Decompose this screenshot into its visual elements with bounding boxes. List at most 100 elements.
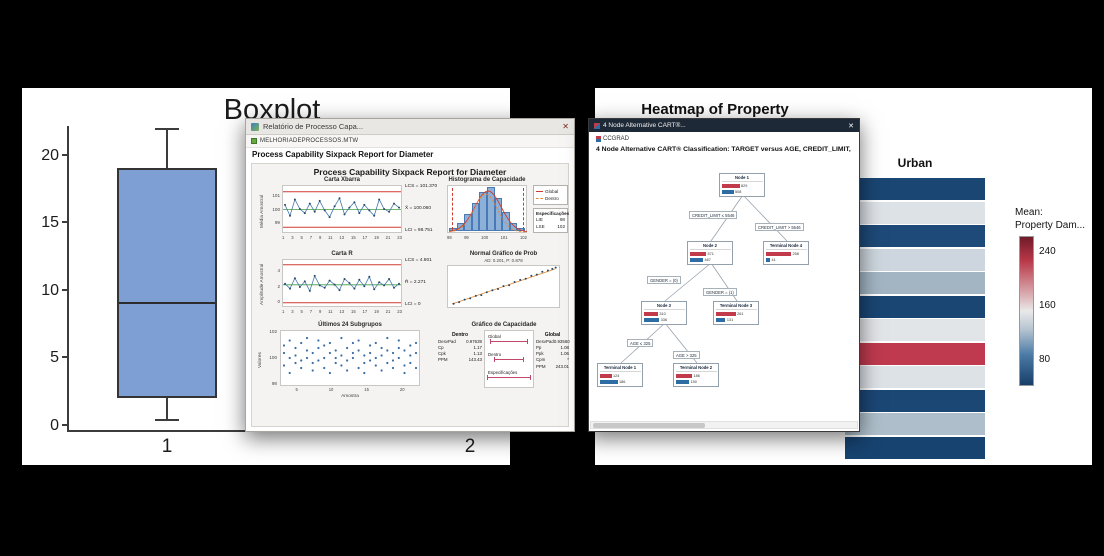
- xbar-series: [283, 191, 401, 228]
- tree-node-bar-value: 829: [741, 183, 748, 188]
- color-scale-gradient: [1019, 236, 1034, 386]
- stat-name: Cp: [438, 345, 444, 351]
- tree-node-header: Terminal Node 3: [715, 303, 757, 310]
- ucl-label: LCS = 4.801: [405, 258, 432, 263]
- prob-plot-title: Normal Gráfico de Prob: [469, 251, 538, 257]
- y-axis-tick-label: 2: [277, 283, 280, 289]
- tree-node-bar-row: 571: [689, 251, 731, 257]
- x-axis-tick-label: 11: [328, 235, 333, 240]
- tree-node-bar-value: 131: [726, 317, 734, 322]
- x-axis-tick-label: 3: [291, 309, 294, 314]
- tree-node-bar-row: 508: [721, 189, 763, 195]
- histogram-plot: [447, 185, 527, 233]
- solid-line-swatch: [536, 190, 543, 192]
- tree-node-bar-row: 131: [715, 317, 757, 323]
- specs-legend: Especificações LIE 98 LSE 102: [533, 208, 569, 233]
- spec-name: LIE: [536, 216, 543, 222]
- window-titlebar[interactable]: 4 Node Alternative CART®... ✕: [589, 119, 859, 132]
- stat-value: 1.06: [560, 351, 569, 357]
- tree-node-bar: [643, 317, 660, 322]
- x-axis-tick-label: 17: [362, 235, 368, 240]
- boxplot-lower-whisker-cap: [155, 419, 179, 421]
- tree-node-bar-row: 467: [689, 257, 731, 263]
- x-axis-tick-label: 9: [318, 309, 322, 314]
- interval-label: Especificações: [488, 370, 518, 375]
- y-axis-tick-label: 10: [41, 282, 59, 299]
- window-title: Relatório de Processo Capa...: [263, 122, 364, 131]
- interval-endcap: [530, 375, 531, 380]
- dashed-line-swatch: [536, 198, 543, 200]
- stat-name: PPM: [438, 357, 448, 363]
- xbar-y-ticks: 101 100 99: [266, 185, 281, 233]
- tree-node-bar-row: 150: [675, 379, 717, 385]
- horizontal-scrollbar[interactable]: [590, 421, 858, 429]
- stats-table-header: Dentro: [451, 332, 469, 338]
- tree-node: Terminal Node 3 261 131: [713, 301, 759, 325]
- heatmap-cell: [845, 366, 985, 388]
- subgroups-x-label: Amostra: [341, 394, 359, 399]
- y-axis-tick-label: 98: [271, 381, 277, 386]
- tree-node-bar: [689, 251, 706, 256]
- x-axis-tick-label: 101: [500, 235, 508, 240]
- boxplot-upper-whisker: [166, 128, 168, 168]
- y-axis-tick-mark: [62, 356, 68, 358]
- histogram-x-ticks: 98 99 100 101 102: [447, 235, 527, 240]
- x-axis-tick-label: 7: [309, 309, 313, 314]
- tree-node: Terminal Node 2 186 150: [673, 363, 719, 387]
- tree-node: Terminal Node 4 258 41: [763, 241, 809, 265]
- stat-name: DesvPad: [438, 339, 456, 344]
- heatmap-cell: [845, 436, 985, 459]
- prob-plot-points: [451, 266, 557, 305]
- sixpack-graph-area: Process Capability Sixpack Report for Di…: [251, 163, 570, 427]
- tree-node-bar: [715, 317, 726, 322]
- tree-node: Node 1 829 508: [719, 173, 765, 197]
- tree-node-bar-value: 186: [693, 373, 700, 378]
- distribution-curves: [449, 190, 527, 233]
- legend-label: Dentro: [545, 195, 559, 201]
- interval-endcap: [494, 357, 495, 362]
- scrollbar-thumb[interactable]: [593, 423, 705, 428]
- app-icon: [251, 122, 259, 131]
- tree-node-bar: [599, 379, 618, 384]
- close-icon[interactable]: ✕: [848, 122, 854, 130]
- stat-name: Ppk: [536, 351, 544, 357]
- x-axis-tick-label: 1: [282, 309, 285, 314]
- y-axis-tick-mark: [62, 221, 68, 223]
- legend-label: Global: [545, 188, 559, 194]
- interval-line: [487, 375, 531, 380]
- xbar-x-ticks: 1 3 5 7 9 11 13 15 17 19 21 23: [282, 235, 402, 240]
- stat-name: Pp: [536, 345, 542, 351]
- window-titlebar[interactable]: Relatório de Processo Capa... ✕: [246, 119, 574, 135]
- graph-title: Process Capability Sixpack Report for Di…: [313, 167, 507, 177]
- y-axis-tick-label: 99: [274, 220, 280, 226]
- interval-row: Especificações: [485, 370, 533, 382]
- tree-node-bar: [721, 183, 740, 188]
- r-x-ticks: 1 3 5 7 9 11 13 15 17 19 21 23: [282, 309, 402, 314]
- tree-node-header: Terminal Node 1: [599, 365, 641, 372]
- x-axis-tick-label: 15: [350, 309, 356, 314]
- y-axis: 20 15 10 5 0: [22, 88, 510, 465]
- tree-node-bar: [599, 373, 612, 378]
- mean-label: X̄ = 100.060: [405, 206, 432, 211]
- x-axis-tick-label: 21: [385, 309, 391, 314]
- x-axis-tick-label: 1: [282, 235, 285, 240]
- tree-node-bar-value: 310: [659, 311, 666, 316]
- close-icon[interactable]: ✕: [562, 121, 569, 131]
- histogram-title: Histograma de Capacidade: [448, 177, 526, 183]
- y-axis-line: [67, 126, 69, 432]
- worksheet-name[interactable]: MELHORIADEPROCESSOS.MTW: [260, 138, 359, 144]
- stat-value: 1.08: [560, 345, 569, 351]
- interval-line: [494, 357, 524, 362]
- tree-node-bar-value: 258: [792, 251, 799, 256]
- tree-node-bar-row: 258: [765, 251, 807, 257]
- worksheet-icon: [251, 138, 257, 144]
- stats-table-row: Cp 1.17: [438, 345, 482, 351]
- stats-table-header: Global: [544, 332, 561, 338]
- xbar-limit-labels: LCS = 101.370 X̄ = 100.060 LCI = 98.751: [405, 184, 439, 233]
- curve-legend: Global Dentro: [533, 185, 568, 205]
- worksheet-label: CCGRAD: [596, 136, 629, 142]
- r-y-axis-label: Amplitude Amostral: [260, 263, 265, 305]
- tree-node-bar-row: 261: [715, 311, 757, 317]
- tree-node-bar-row: 829: [721, 183, 763, 189]
